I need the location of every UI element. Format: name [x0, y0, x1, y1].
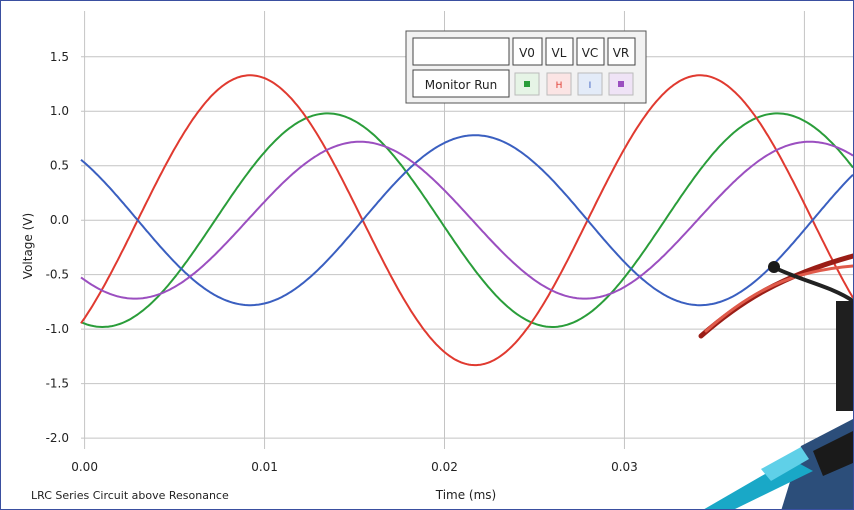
legend-row-label-cell — [412, 69, 510, 98]
y-tick-label: 1.5 — [50, 50, 69, 64]
y-tick-label: -2.0 — [46, 431, 69, 445]
legend-header-cell — [512, 37, 543, 66]
tick-labels: 1.5 1.0 0.5 0.0 -0.5 -1.0 -1.5 -2.0 0.00 0.01 0.02… — [46, 50, 818, 474]
chart-caption: LRC Series Circuit above Resonance — [31, 489, 229, 502]
x-axis-label: Time (ms) — [435, 488, 497, 502]
legend-checkbox-vc[interactable]: I — [577, 72, 603, 96]
plot-area — [80, 74, 853, 367]
y-tick-label: 0.5 — [50, 159, 69, 173]
y-axis-label: Voltage (V) — [21, 213, 35, 279]
y-tick-label: -1.5 — [46, 377, 69, 391]
legend-header-v0: V0 — [519, 46, 535, 60]
x-tick-label: 0.01 — [251, 460, 278, 474]
legend-header-vc: VC — [582, 46, 599, 60]
circuit-probe-photo — [698, 253, 853, 509]
series-line-vc — [80, 134, 853, 307]
y-tick-label: -0.5 — [46, 268, 69, 282]
svg-text:I: I — [589, 81, 592, 91]
legend-header-cell — [607, 37, 636, 66]
legend-checkbox-vl[interactable]: H — [546, 72, 572, 96]
legend-row-label: Monitor Run — [425, 78, 497, 92]
y-tick-label: 0.0 — [50, 213, 69, 227]
legend-table: V0 VL VC VR Monitor Run H I — [405, 30, 647, 104]
x-tick-label: 0.00 — [71, 460, 98, 474]
legend-blank-cell — [412, 37, 510, 66]
series-line-v0 — [80, 112, 853, 329]
legend-header-cell — [576, 37, 605, 66]
legend-checkbox-v0[interactable] — [514, 72, 540, 96]
legend-header-vl: VL — [552, 46, 567, 60]
series-line-vr — [80, 140, 853, 300]
svg-text:H: H — [556, 81, 563, 91]
series-line-vl — [80, 74, 853, 367]
y-tick-label: 1.0 — [50, 104, 69, 118]
x-tick-label: 0.03 — [611, 460, 638, 474]
legend-header-vr: VR — [613, 46, 630, 60]
legend-header-cell — [545, 37, 574, 66]
legend-checkbox-vr[interactable] — [608, 72, 634, 96]
y-tick-label: -1.0 — [46, 322, 69, 336]
x-tick-label: 0.02 — [431, 460, 458, 474]
